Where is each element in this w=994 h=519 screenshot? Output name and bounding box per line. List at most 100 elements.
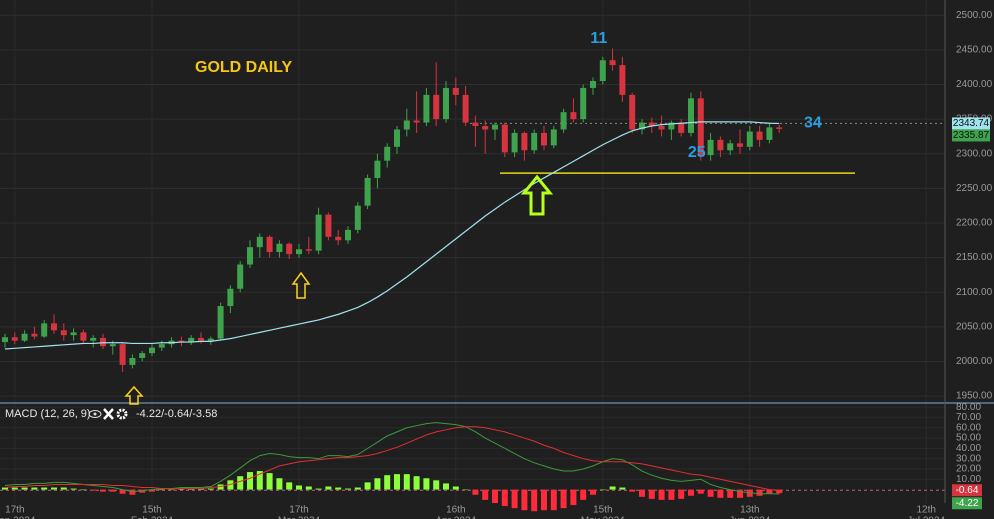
macd-histogram-bar	[639, 489, 645, 497]
settings-icon[interactable]	[116, 408, 128, 420]
candle-body	[482, 126, 489, 130]
macd-histogram-bar	[384, 475, 391, 490]
macd-histogram-bar	[560, 489, 567, 509]
candle-body	[727, 143, 734, 151]
macd-histogram-bar	[648, 489, 655, 499]
macd-histogram-bar	[364, 482, 371, 490]
candle-body	[766, 127, 773, 140]
candle-body	[648, 122, 655, 127]
y-tick-label: 2050.00	[956, 321, 993, 332]
candle-body	[756, 131, 763, 140]
y-tick-label: 2100.00	[956, 287, 993, 298]
candle-body	[550, 129, 557, 146]
macd-histogram-bar	[717, 489, 724, 498]
arrow	[291, 271, 311, 299]
x-tick-label: 13th	[740, 505, 759, 516]
candle-body	[109, 344, 116, 347]
x-tick-label: Mar 2024	[278, 516, 321, 519]
macd-histogram-bar	[158, 489, 165, 491]
y-tick-label: 2450.00	[956, 44, 993, 55]
macd-histogram-bar	[501, 489, 508, 507]
candle-body	[256, 236, 263, 248]
candle-body	[158, 344, 165, 348]
candle-body	[51, 323, 57, 331]
macd-histogram-bar	[256, 471, 263, 490]
candle-body	[345, 229, 351, 241]
candle-body	[658, 126, 665, 130]
macd-tick-label: 40.00	[956, 443, 981, 454]
candle-body	[364, 177, 371, 206]
candle-body	[21, 333, 28, 341]
chart-title: GOLD DAILY	[195, 59, 293, 76]
annotation: 25	[688, 144, 706, 161]
x-tick-label: May 2024	[581, 516, 625, 519]
candle-body	[629, 94, 636, 130]
macd-histogram-bar	[276, 478, 283, 490]
candle-body	[100, 337, 106, 347]
candle-body	[217, 306, 224, 339]
candle-body	[139, 353, 146, 358]
macd-histogram-bar	[139, 489, 146, 493]
x-tick-label: 12th	[916, 505, 935, 516]
eye-pupil	[93, 412, 97, 416]
x-tick-label: Feb 2024	[131, 516, 174, 519]
macd-histogram-bar	[296, 485, 302, 490]
price-tag	[952, 117, 990, 130]
macd-histogram-bar	[217, 484, 224, 490]
eye-icon[interactable]	[88, 410, 102, 418]
macd-histogram-bar	[462, 489, 469, 491]
y-tick-label: 2500.00	[956, 10, 993, 21]
macd-histogram-bar	[354, 487, 361, 490]
macd-histogram-bar	[482, 489, 489, 500]
macd-tick-label: 10.00	[956, 474, 981, 485]
macd-histogram-bar	[619, 487, 626, 490]
macd-histogram-bar	[286, 482, 293, 490]
candle-body	[599, 60, 606, 82]
macd-histogram-bar	[697, 489, 704, 494]
macd-histogram-bar	[21, 487, 28, 490]
macd-histogram-bar	[394, 474, 400, 490]
y-tick-label: 2300.00	[956, 148, 993, 159]
candle-body	[668, 122, 675, 130]
candle-body	[237, 264, 244, 289]
candle-body	[129, 357, 136, 365]
candle-body	[433, 94, 440, 120]
candle-body	[511, 132, 518, 153]
macd-histogram-bar	[756, 489, 763, 496]
macd-histogram-bar	[746, 489, 753, 497]
macd-tag-label: -4.22	[956, 498, 979, 509]
macd-histogram-bar	[403, 474, 410, 490]
macd-histogram-bar	[178, 488, 185, 490]
candle-body	[266, 236, 273, 253]
x-tick-label: 17th	[5, 505, 24, 516]
x-tick-label: Apr 2024	[436, 516, 477, 519]
macd-histogram-bar	[335, 487, 342, 490]
y-tick-label: 2400.00	[956, 79, 993, 90]
macd-histogram-bar	[51, 487, 57, 490]
annotation: 11	[590, 30, 607, 47]
candle-body	[492, 124, 498, 130]
candle-body	[178, 340, 185, 343]
macd-histogram-bar	[315, 488, 322, 490]
macd-histogram-bar	[521, 489, 528, 511]
x-tick-label: 15th	[142, 505, 161, 516]
macd-histogram-bar	[129, 489, 136, 495]
candle-body	[560, 112, 567, 130]
candle-body	[403, 120, 410, 130]
candle-body	[296, 249, 302, 255]
macd-histogram-bar	[550, 489, 557, 511]
candle-body	[639, 122, 645, 130]
macd-histogram-bar	[11, 487, 18, 490]
candle-body	[315, 214, 322, 251]
candle-body	[776, 127, 783, 129]
candle-body	[325, 214, 332, 237]
macd-tick-label: 80.00	[956, 402, 981, 413]
candle-body	[286, 243, 293, 255]
macd-histogram-bar	[247, 472, 253, 490]
macd-histogram-bar	[433, 480, 440, 490]
macd-histogram-bar	[41, 487, 48, 490]
close-icon[interactable]	[103, 408, 114, 420]
macd-histogram-bar	[149, 489, 155, 492]
